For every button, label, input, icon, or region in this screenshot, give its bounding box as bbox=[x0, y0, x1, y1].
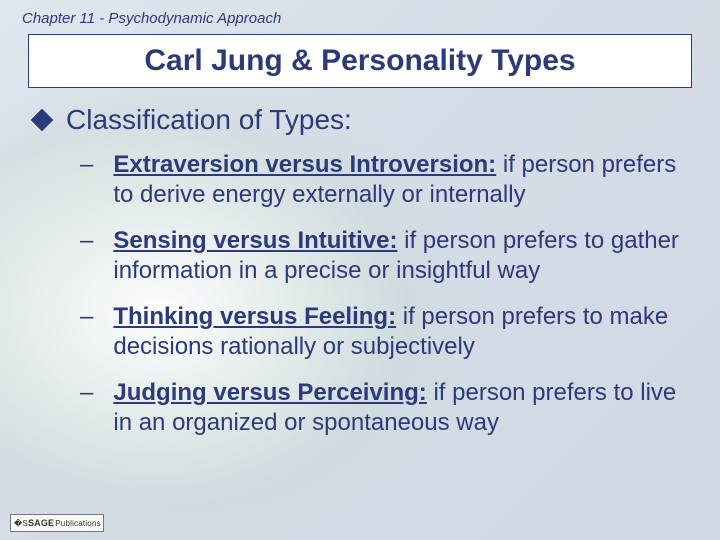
slide-title: Carl Jung & Personality Types bbox=[144, 44, 575, 78]
sage-logo-icon: �S bbox=[14, 519, 28, 528]
list-item: – Extraversion versus Introversion: if p… bbox=[80, 150, 696, 210]
dash-bullet-icon: – bbox=[80, 378, 93, 408]
title-box: Carl Jung & Personality Types bbox=[28, 34, 692, 88]
dash-bullet-icon: – bbox=[80, 150, 93, 180]
item-label: Sensing versus Intuitive: bbox=[113, 227, 397, 254]
list-item: – Sensing versus Intuitive: if person pr… bbox=[80, 226, 696, 286]
heading-row: Classification of Types: bbox=[28, 104, 696, 136]
item-label: Judging versus Perceiving: bbox=[113, 379, 426, 406]
publisher-suffix: Publications bbox=[55, 519, 101, 528]
dash-bullet-icon: – bbox=[80, 302, 93, 332]
diamond-bullet-icon bbox=[31, 109, 54, 132]
dash-bullet-icon: – bbox=[80, 226, 93, 256]
list-item: – Judging versus Perceiving: if person p… bbox=[80, 378, 696, 438]
item-text: Extraversion versus Introversion: if per… bbox=[113, 150, 696, 210]
section-heading: Classification of Types: bbox=[66, 104, 352, 136]
item-text: Sensing versus Intuitive: if person pref… bbox=[113, 226, 696, 286]
content-area: Classification of Types: – Extraversion … bbox=[28, 104, 696, 454]
item-text: Thinking versus Feeling: if person prefe… bbox=[113, 302, 696, 362]
chapter-label: Chapter 11 - Psychodynamic Approach bbox=[22, 10, 281, 27]
publisher-brand: SAGE bbox=[28, 518, 54, 528]
item-text: Judging versus Perceiving: if person pre… bbox=[113, 378, 696, 438]
publisher-badge: �SSAGEPublications bbox=[10, 514, 104, 532]
list-item: – Thinking versus Feeling: if person pre… bbox=[80, 302, 696, 362]
items-list: – Extraversion versus Introversion: if p… bbox=[80, 150, 696, 438]
item-label: Extraversion versus Introversion: bbox=[113, 151, 496, 178]
item-label: Thinking versus Feeling: bbox=[113, 303, 396, 330]
